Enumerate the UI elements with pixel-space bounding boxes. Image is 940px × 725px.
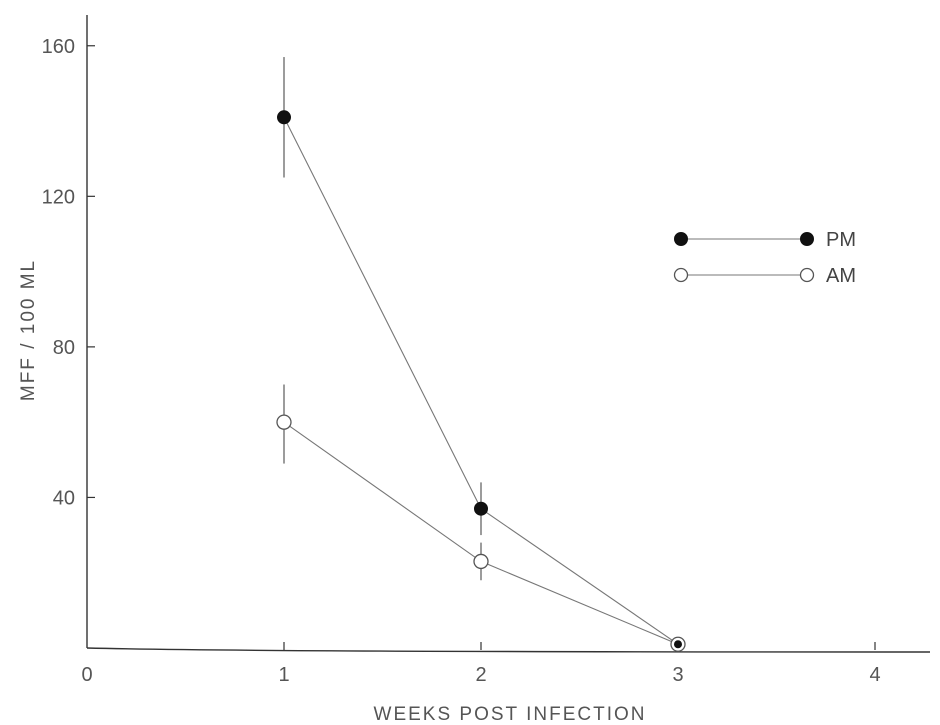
legend-marker-pm-right	[800, 232, 814, 246]
legend-marker-am-right	[799, 267, 815, 283]
x-tick-label-0: 0	[81, 664, 92, 686]
x-tick-label-2: 2	[475, 664, 486, 686]
y-tick-label-160: 160	[42, 36, 75, 58]
data-point-pm-week-1	[277, 110, 291, 125]
x-axis-line	[86, 647, 931, 653]
ticks: 40 80 120 160 0 1 2 3 4	[42, 36, 881, 686]
data-point-am-week-2	[473, 553, 489, 570]
legend-label-am: AM	[826, 265, 856, 287]
y-tick-label-40: 40	[53, 487, 75, 509]
data-points	[276, 110, 686, 652]
data-point-pm-week-3	[674, 640, 682, 649]
data-point-pm-week-2	[474, 501, 488, 516]
legend-label-pm: PM	[826, 229, 856, 251]
x-tick-label-1: 1	[278, 664, 289, 686]
legend-marker-am-left	[673, 267, 689, 283]
legend: PM AM	[673, 229, 856, 287]
legend-marker-pm-left	[674, 232, 688, 246]
error-bars	[283, 57, 482, 581]
x-axis-title: WEEKS POST INFECTION	[374, 704, 647, 725]
y-tick-label-80: 80	[53, 337, 75, 359]
y-axis-title: MFF / 100 ML	[18, 259, 39, 401]
y-tick-label-120: 120	[42, 186, 75, 208]
x-tick-label-4: 4	[869, 664, 880, 686]
x-tick-label-3: 3	[672, 664, 683, 686]
axes	[86, 15, 931, 653]
data-point-am-week-1	[276, 414, 292, 430]
